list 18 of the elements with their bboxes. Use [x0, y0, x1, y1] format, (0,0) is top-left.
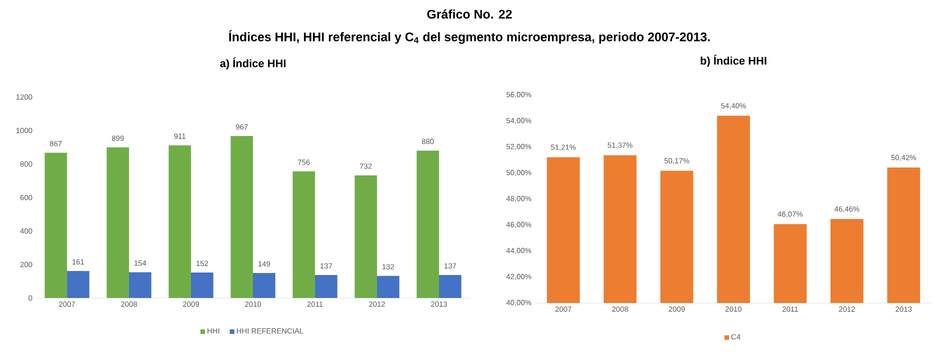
bar — [315, 275, 338, 298]
bar — [253, 273, 276, 298]
bar — [191, 272, 214, 298]
bar — [292, 171, 315, 298]
bar — [416, 150, 439, 298]
text: Gráfico No. 22 — [427, 9, 512, 19]
bar — [354, 175, 377, 298]
bar — [129, 272, 152, 298]
bar — [67, 271, 90, 298]
bar — [230, 136, 253, 298]
chart-title: a) Índice HHI — [220, 57, 286, 70]
bar — [377, 276, 400, 298]
bar — [106, 147, 129, 298]
text: Índices HHI, HHI referencial y C$_{4}$ del segmento microempresa, periodo 2007-2013. — [229, 30, 710, 44]
chart-title: b) Índice HHI — [700, 54, 766, 67]
bar — [168, 145, 191, 298]
bar — [44, 152, 67, 298]
bar — [439, 275, 462, 298]
